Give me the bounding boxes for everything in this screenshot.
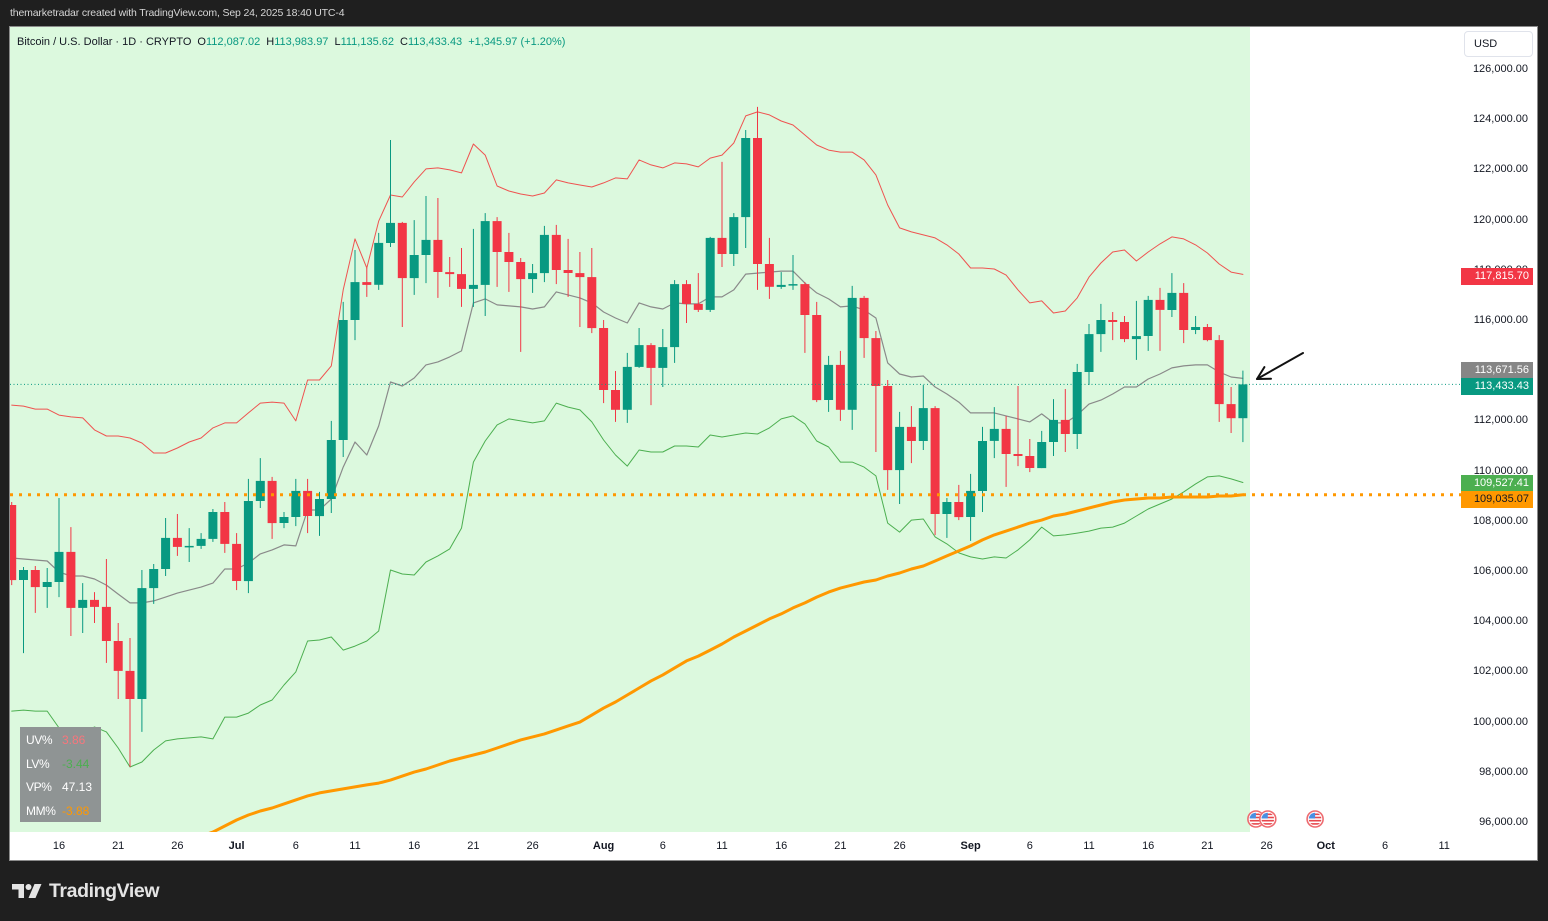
time-tick-label: 11 — [716, 840, 728, 852]
time-tick-label: 21 — [834, 840, 847, 852]
time-tick-label: 26 — [526, 840, 539, 852]
time-tick-label: 16 — [52, 840, 66, 852]
price-tick-label: 110,000.00 — [1473, 464, 1528, 477]
volatility-stats-panel: UV% 3.86 LV% -3.44 VP% 47.13 MM% -3.88 — [20, 727, 101, 822]
time-tick-label: 16 — [775, 840, 788, 852]
time-axis[interactable]: 16 21 26 Jul 6 11 16 21 26 Aug 6 11 16 21 26 Sep 6 11 16 21… — [10, 833, 1452, 860]
price-tick-label: 102,000.00 — [1472, 665, 1528, 678]
middle-band-price-label: 113,671.56 — [1461, 361, 1533, 379]
chart-plot-area[interactable] — [10, 27, 1452, 832]
stats-value: 47.13 — [62, 780, 93, 794]
time-tick-month-label: Oct — [1316, 840, 1335, 852]
time-tick-month-label: Jul — [228, 840, 245, 852]
time-tick-label: 6 — [292, 840, 299, 852]
stats-row-uv: UV% 3.86 — [20, 730, 101, 750]
currency-button[interactable]: USD — [1464, 31, 1533, 57]
price-tick-label: 112,000.00 — [1473, 414, 1528, 427]
time-tick-label: 26 — [1260, 840, 1273, 852]
price-tick-label: 124,000.00 — [1472, 113, 1528, 126]
time-tick-label: 6 — [659, 840, 666, 852]
time-tick-label: 6 — [1026, 840, 1033, 852]
low-label: L — [334, 36, 341, 48]
price-tick-label: 116,000.00 — [1473, 314, 1528, 326]
high-label: H — [266, 36, 275, 48]
chart-attribution: themarketradar created with TradingView.… — [10, 7, 345, 19]
time-tick-month-label: Aug — [592, 840, 615, 852]
last-price-label: 113,433.43 — [1461, 377, 1533, 395]
time-tick-label: 11 — [1083, 840, 1095, 852]
chart-legend: Bitcoin / U.S. Dollar · 1D · CRYPTO O112… — [17, 36, 565, 48]
stats-value: -3.88 — [62, 803, 90, 818]
price-tick-label: 104,000.00 — [1472, 615, 1528, 628]
open-value: 112,087.02 — [205, 36, 261, 48]
change-value: +1,345.97 (+1.20%) — [468, 36, 566, 48]
stats-value: -3.44 — [62, 756, 90, 771]
price-tick-label: 122,000.00 — [1472, 163, 1528, 176]
close-label: C — [399, 36, 408, 48]
upper-band-price-label: 117,815.70 — [1461, 267, 1533, 285]
low-value: 111,135.62 — [340, 36, 394, 48]
tradingview-logo-text: TradingView — [49, 879, 160, 902]
price-tick-label: 100,000.00 — [1472, 715, 1528, 728]
legend-high: H113,983.97 — [266, 36, 328, 48]
close-value: 113,433.43 — [407, 36, 463, 48]
stats-label: UV% — [26, 733, 53, 747]
symbol-title[interactable]: Bitcoin / U.S. Dollar · 1D · CRYPTO — [17, 36, 192, 48]
high-value: 113,983.97 — [274, 36, 329, 48]
time-tick-label: 11 — [1438, 840, 1450, 852]
time-tick-label: 21 — [1201, 840, 1214, 852]
price-tick-label: 96,000.00 — [1479, 816, 1528, 828]
time-tick-label: 11 — [349, 840, 361, 852]
legend-low: L111,135.62 — [334, 36, 394, 48]
price-tick-label: 98,000.00 — [1479, 765, 1528, 778]
open-label: O — [197, 36, 206, 48]
stats-label: VP% — [26, 780, 52, 794]
time-tick-label: 21 — [112, 840, 125, 852]
stats-row-vp: VP% 47.13 — [20, 777, 101, 797]
time-tick-label: 26 — [893, 840, 906, 852]
price-axis[interactable]: 126,000.00 124,000.00 122,000.00 120,000.00… — [1452, 27, 1537, 833]
time-tick-month-label: Sep — [960, 840, 981, 852]
time-tick-label: 26 — [171, 840, 184, 852]
price-tick-label: 120,000.00 — [1472, 213, 1528, 226]
time-tick-label: 16 — [1142, 840, 1155, 852]
price-tick-label: 108,000.00 — [1472, 514, 1528, 527]
tradingview-logo-icon — [12, 884, 42, 898]
price-tick-label: 106,000.00 — [1472, 565, 1528, 577]
stats-row-lv: LV% -3.44 — [20, 754, 101, 774]
price-tick-label: 126,000.00 — [1472, 63, 1528, 75]
time-tick-label: 21 — [467, 840, 480, 852]
stats-label: MM% — [26, 803, 56, 818]
lower-band-price-label: 109,527.41 — [1461, 474, 1533, 492]
time-tick-label: 6 — [1381, 840, 1389, 852]
tradingview-logo[interactable]: TradingView — [12, 879, 160, 903]
time-tick-label: 16 — [408, 840, 421, 852]
legend-close: C113,433.43 — [400, 36, 462, 48]
stats-label: LV% — [26, 756, 50, 771]
stats-value: 3.86 — [62, 733, 86, 747]
moving-average-price-label: 109,035.07 — [1461, 490, 1533, 508]
stats-row-mm: MM% -3.88 — [20, 801, 101, 821]
legend-open: O112,087.02 — [197, 36, 260, 48]
